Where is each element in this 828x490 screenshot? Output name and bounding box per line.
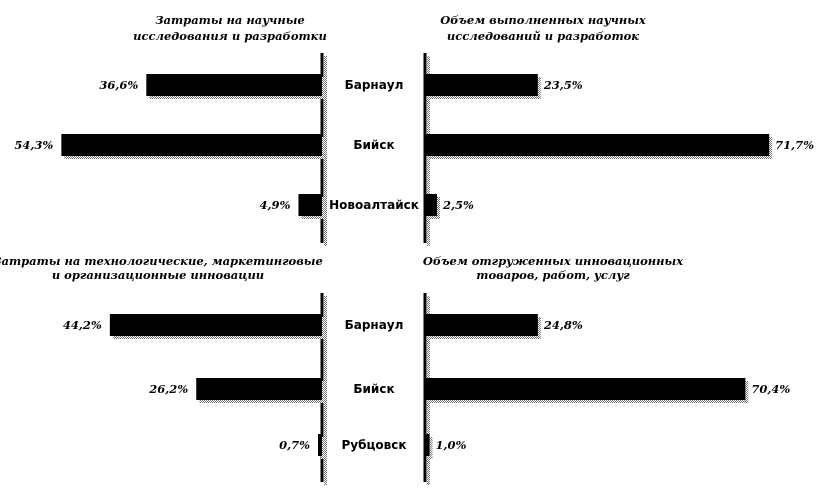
bar-Барнаул bbox=[425, 74, 538, 96]
bar-shadow bbox=[428, 437, 433, 459]
value-label: 36,6% bbox=[99, 78, 138, 92]
chart-title-line: Затраты на научные bbox=[155, 13, 304, 27]
value-label: 54,3% bbox=[14, 138, 53, 152]
bar-Барнаул bbox=[109, 314, 322, 336]
bar-Бийск bbox=[425, 378, 746, 400]
value-label: 1,0% bbox=[436, 438, 467, 452]
chart-panel-4: Объем отгруженных инновационныхтоваров, … bbox=[423, 254, 790, 485]
value-label: 70,4% bbox=[751, 382, 790, 396]
chart-title-line: Затраты на технологические, маркетинговы… bbox=[0, 254, 323, 268]
bar-Новоалтайск bbox=[425, 194, 437, 216]
axis-shadow bbox=[324, 296, 327, 485]
bar-Бийск bbox=[196, 378, 322, 400]
bar-Бийск bbox=[61, 134, 323, 156]
chart-title-line: товаров, работ, услуг bbox=[476, 268, 630, 282]
value-label: 2,5% bbox=[442, 198, 474, 212]
bar-Новоалтайск bbox=[298, 194, 322, 216]
chart-title-line: исследования и разработки bbox=[133, 29, 327, 43]
value-label: 71,7% bbox=[775, 138, 814, 152]
chart-title-line: Объем отгруженных инновационных bbox=[423, 254, 683, 268]
value-label: 26,2% bbox=[148, 382, 188, 396]
bar-Барнаул bbox=[425, 314, 538, 336]
category-label: Бийск bbox=[353, 382, 394, 396]
chart-panel-1: Затраты на научные исследования и разрабо… bbox=[14, 13, 419, 246]
chart-title-line: и организационные инновации bbox=[52, 268, 264, 282]
category-label: Барнаул bbox=[345, 78, 404, 92]
value-label: 0,7% bbox=[279, 438, 310, 452]
axis-shadow bbox=[324, 56, 327, 246]
chart-panel-2: Объем выполненных научных исследований и … bbox=[423, 13, 814, 246]
category-label: Бийск bbox=[353, 138, 394, 152]
bar-Бийск bbox=[425, 134, 770, 156]
value-label: 44,2% bbox=[63, 318, 102, 332]
category-label: Барнаул bbox=[345, 318, 404, 332]
bar-Рубцовск bbox=[425, 434, 430, 456]
value-label: 24,8% bbox=[543, 318, 583, 332]
category-label: Рубцовск bbox=[342, 438, 407, 452]
bar-shadow bbox=[321, 437, 325, 459]
chart-title-line: исследований и разработок bbox=[447, 29, 639, 43]
category-label: Новоалтайск bbox=[329, 198, 419, 212]
chart-panel-3: Затраты на технологические, маркетинговы… bbox=[0, 254, 407, 485]
chart-title-line: Объем выполненных научных bbox=[440, 13, 646, 27]
value-label: 4,9% bbox=[260, 198, 291, 212]
bar-Барнаул bbox=[146, 74, 322, 96]
value-label: 23,5% bbox=[543, 78, 583, 92]
bar-Рубцовск bbox=[318, 434, 322, 456]
